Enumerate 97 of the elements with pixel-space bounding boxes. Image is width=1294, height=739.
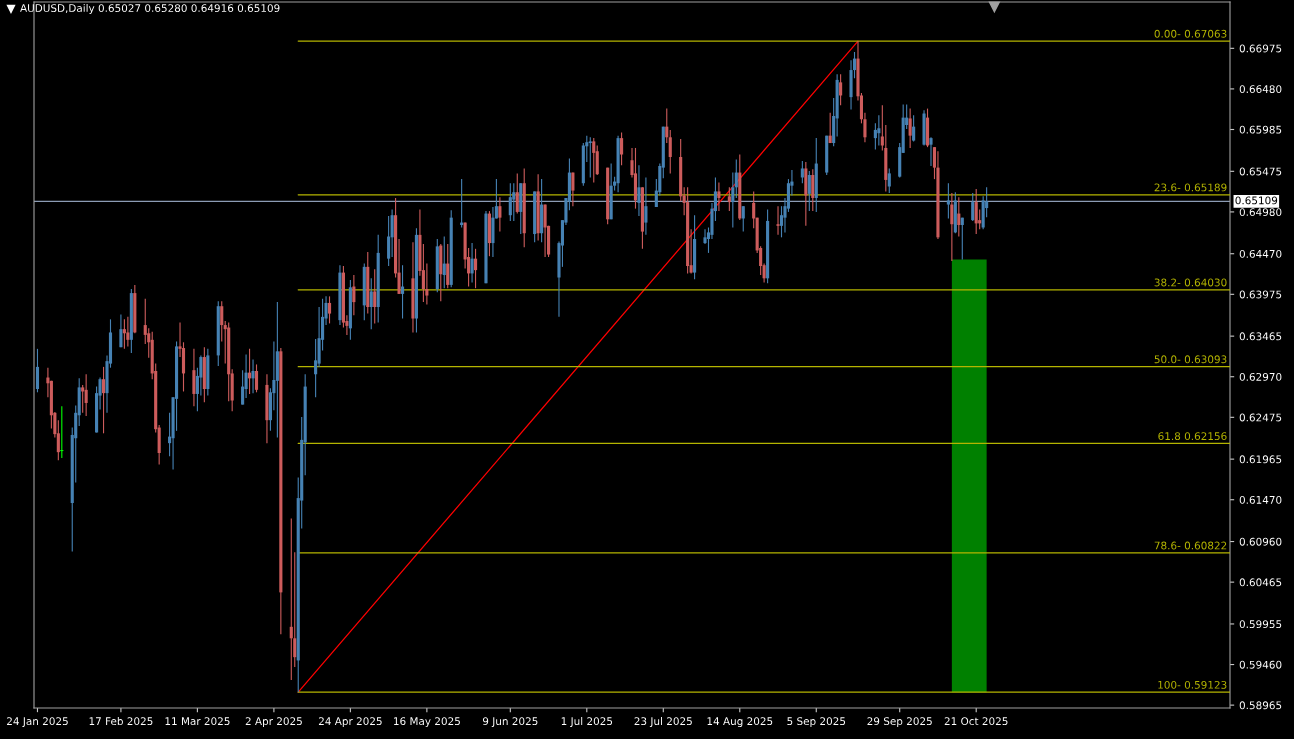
- series-label: 50.0- 0.63093: [1154, 355, 1227, 364]
- candlestick: [620, 131, 624, 166]
- candlestick: [369, 277, 373, 330]
- x-tick-label: 1 Jul 2025: [561, 717, 613, 728]
- y-tick-label: 0.63465: [1239, 332, 1282, 341]
- y-tick-label: 0.65475: [1239, 167, 1282, 176]
- candlestick: [498, 196, 502, 233]
- x-tick-label: 2 Apr 2025: [245, 717, 302, 728]
- series-label: 78.6- 0.60822: [1154, 541, 1227, 550]
- candlestick: [508, 182, 512, 222]
- y-tick-label: 0.66480: [1239, 85, 1282, 94]
- candlestick: [327, 295, 332, 324]
- candlestick: [741, 205, 745, 233]
- y-tick-label: 0.62970: [1239, 372, 1282, 381]
- candlestick: [971, 192, 975, 222]
- candlestick: [877, 114, 881, 147]
- candlestick: [731, 172, 735, 229]
- y-tick-label: 0.64980: [1239, 208, 1282, 217]
- candlestick: [35, 348, 40, 393]
- candlestick: [390, 208, 394, 258]
- x-tick-label: 16 May 2025: [394, 717, 460, 728]
- y-tick-label: 0.62475: [1239, 413, 1282, 422]
- y-tick-label: 0.58965: [1239, 701, 1282, 710]
- candlestick: [254, 363, 259, 393]
- y-tick-label: 0.59955: [1239, 620, 1282, 629]
- x-tick-label: 21 Oct 2025: [944, 717, 1008, 726]
- candlestick: [807, 170, 811, 212]
- y-tick-label: 0.64470: [1239, 249, 1282, 258]
- candlestick: [446, 243, 450, 289]
- series-label: 38.2- 0.64030: [1154, 278, 1227, 287]
- candlestick: [192, 348, 196, 407]
- candlestick: [839, 73, 843, 106]
- candlestick: [373, 268, 377, 324]
- x-tick-label: 24 Apr 2025: [318, 717, 382, 728]
- y-tick-label: 0.61965: [1239, 455, 1282, 464]
- x-tick-label: 23 Jul 2025: [634, 717, 692, 728]
- candlestick: [442, 235, 446, 289]
- y-tick-label: 0.59460: [1239, 660, 1282, 669]
- candlestick: [887, 167, 891, 194]
- series-label: 61.8 0.62156: [1158, 432, 1227, 441]
- series-label: 100- 0.59123: [1158, 680, 1227, 689]
- candlestick: [543, 203, 547, 258]
- candlestick: [800, 160, 804, 184]
- x-tick-label: 29 Sep 2025: [867, 717, 932, 728]
- candlestick: [946, 182, 950, 220]
- series-label: 23.6- 0.65189: [1154, 183, 1227, 192]
- chart-title: AUDUSD,Daily 0.65027 0.65280 0.64916 0.65109: [20, 3, 280, 15]
- x-tick-label: 14 Aug 2025: [707, 717, 773, 728]
- candlestick: [637, 164, 641, 217]
- candlestick: [352, 274, 356, 316]
- candlestick: [84, 373, 88, 417]
- candlestick: [776, 205, 780, 236]
- x-tick-label: 24 Jan 2025: [7, 717, 68, 728]
- candlestick: [960, 217, 964, 261]
- candlestick: [752, 190, 756, 229]
- y-tick-label: 0.60465: [1239, 578, 1282, 587]
- y-tick-label: 0.65985: [1239, 125, 1282, 134]
- x-tick-label: 17 Feb 2025: [89, 717, 153, 726]
- candlestick: [126, 316, 130, 347]
- candlestick: [592, 137, 596, 183]
- series-label: 0.00- 0.67063: [1154, 29, 1227, 38]
- y-tick-label: 0.63975: [1239, 290, 1282, 299]
- candlestick: [929, 136, 933, 167]
- candlestick: [470, 242, 474, 283]
- candlestick: [588, 136, 592, 179]
- candlestick: [734, 158, 738, 199]
- candlestick: [515, 172, 519, 215]
- y-tick-label: 0.61470: [1239, 495, 1282, 504]
- x-tick-label: 11 Mar 2025: [165, 717, 230, 726]
- candlestick: [473, 248, 478, 289]
- candlestick: [957, 196, 961, 238]
- candlestick: [59, 405, 64, 459]
- candlestick: [400, 264, 405, 320]
- candlestick: [644, 176, 648, 236]
- candlestick: [717, 181, 721, 212]
- candlestick: [220, 300, 224, 343]
- candlestick: [289, 518, 293, 681]
- x-tick-label: 5 Sep 2025: [787, 717, 846, 728]
- candlestick: [81, 384, 85, 414]
- y-tick-label: 0.66975: [1239, 44, 1282, 53]
- ref-line-label: 0.65109: [1235, 196, 1278, 205]
- candlestick: [595, 144, 599, 176]
- candlestick: [122, 318, 126, 350]
- candlestick: [119, 313, 123, 348]
- candlestick: [665, 108, 669, 144]
- candlestick: [571, 172, 575, 207]
- candlestick: [727, 186, 731, 212]
- candlestick: [811, 168, 815, 212]
- x-tick-label: 9 Jun 2025: [482, 717, 538, 728]
- candlestick: [912, 114, 916, 142]
- y-tick-label: 0.60960: [1239, 537, 1282, 546]
- candlestick: [668, 129, 672, 174]
- candlestick: [828, 112, 832, 144]
- candlestick: [974, 188, 978, 235]
- candlestick: [908, 108, 912, 149]
- candlestick: [512, 182, 516, 222]
- candlestick: [251, 358, 255, 394]
